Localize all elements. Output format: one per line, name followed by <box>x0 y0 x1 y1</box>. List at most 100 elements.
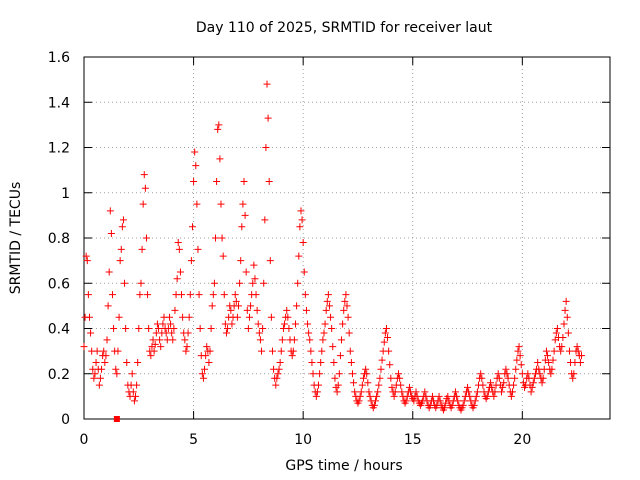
data-point <box>137 279 145 287</box>
data-point <box>268 347 276 355</box>
data-point <box>478 374 486 382</box>
data-point <box>576 358 584 366</box>
data-point <box>253 306 261 314</box>
data-point <box>318 347 326 355</box>
data-point <box>214 125 222 133</box>
data-point <box>100 347 108 355</box>
data-point <box>464 383 472 391</box>
data-point <box>216 155 224 163</box>
data-point <box>289 347 297 355</box>
data-point <box>288 352 296 360</box>
data-point <box>398 388 406 396</box>
data-point <box>239 200 247 208</box>
annotations <box>113 416 120 422</box>
data-point <box>470 401 478 409</box>
data-point <box>114 347 122 355</box>
data-point <box>130 397 138 405</box>
data-point <box>93 347 101 355</box>
data-point <box>108 291 116 299</box>
data-point <box>261 216 269 224</box>
data-point <box>227 306 235 314</box>
y-tick-labels: 0 0.2 0.4 0.6 0.8 1 1.2 1.4 1.6 <box>48 50 70 428</box>
data-point <box>323 297 331 305</box>
data-point <box>263 80 271 88</box>
data-point <box>198 370 206 378</box>
data-point <box>80 343 88 351</box>
data-point <box>500 379 508 387</box>
data-point <box>104 302 112 310</box>
data-point <box>347 358 355 366</box>
data-point <box>356 392 364 400</box>
data-point <box>473 388 481 396</box>
data-point <box>510 381 518 389</box>
data-point <box>110 325 118 332</box>
data-point <box>203 343 211 351</box>
data-point <box>133 381 141 389</box>
data-point <box>413 392 421 400</box>
data-point <box>498 388 506 396</box>
data-point <box>385 347 393 355</box>
data-point <box>103 336 111 344</box>
data-point <box>336 352 344 360</box>
data-point <box>266 257 274 265</box>
data-point <box>262 144 270 151</box>
x-axis-label: GPS time / hours <box>285 458 402 474</box>
data-point <box>95 381 103 389</box>
y-tick-label: 0.6 <box>48 276 70 292</box>
data-point <box>562 297 570 305</box>
data-point <box>317 358 325 366</box>
data-point <box>327 313 335 321</box>
data-point <box>561 306 569 314</box>
data-point <box>278 336 286 344</box>
data-point <box>538 379 546 387</box>
data-point <box>281 320 289 328</box>
data-point <box>82 252 90 260</box>
data-point <box>376 374 384 382</box>
data-point <box>157 343 165 351</box>
y-tick-label: 1.4 <box>48 95 70 111</box>
data-point <box>183 343 191 351</box>
data-point <box>188 223 196 231</box>
y-tick-label: 0 <box>61 412 70 428</box>
data-point <box>511 374 519 382</box>
data-point <box>212 234 219 242</box>
data-point <box>512 365 520 373</box>
data-point <box>560 320 568 328</box>
data-point <box>107 229 115 237</box>
data-point <box>395 370 403 378</box>
data-point <box>536 370 544 378</box>
data-point <box>491 388 499 396</box>
data-point <box>296 223 304 231</box>
data-point <box>142 234 150 242</box>
data-point <box>250 261 258 269</box>
data-point <box>175 245 183 253</box>
data-point <box>343 302 351 310</box>
data-point <box>300 268 308 276</box>
data-point <box>196 325 204 332</box>
data-point <box>344 313 352 321</box>
x-tick-labels: 0 5 10 15 20 <box>80 432 532 448</box>
data-point <box>313 388 321 396</box>
data-point <box>297 207 305 215</box>
data-point <box>84 291 92 299</box>
data-point <box>283 306 291 314</box>
data-point <box>342 291 350 299</box>
data-point <box>298 216 306 224</box>
data-point <box>113 370 121 378</box>
data-point <box>221 320 229 328</box>
data-point <box>144 291 152 299</box>
data-point <box>507 392 515 400</box>
data-point <box>185 313 193 321</box>
y-axis-label: SRMTID / TECUs <box>8 182 24 295</box>
data-point <box>548 365 556 373</box>
data-point <box>539 374 547 382</box>
data-point <box>378 356 386 364</box>
grid <box>84 57 610 419</box>
data-point <box>176 268 184 276</box>
data-point <box>362 365 370 373</box>
data-point <box>215 121 223 129</box>
data-point <box>241 211 249 219</box>
data-point <box>247 302 255 310</box>
data-point <box>412 388 420 396</box>
